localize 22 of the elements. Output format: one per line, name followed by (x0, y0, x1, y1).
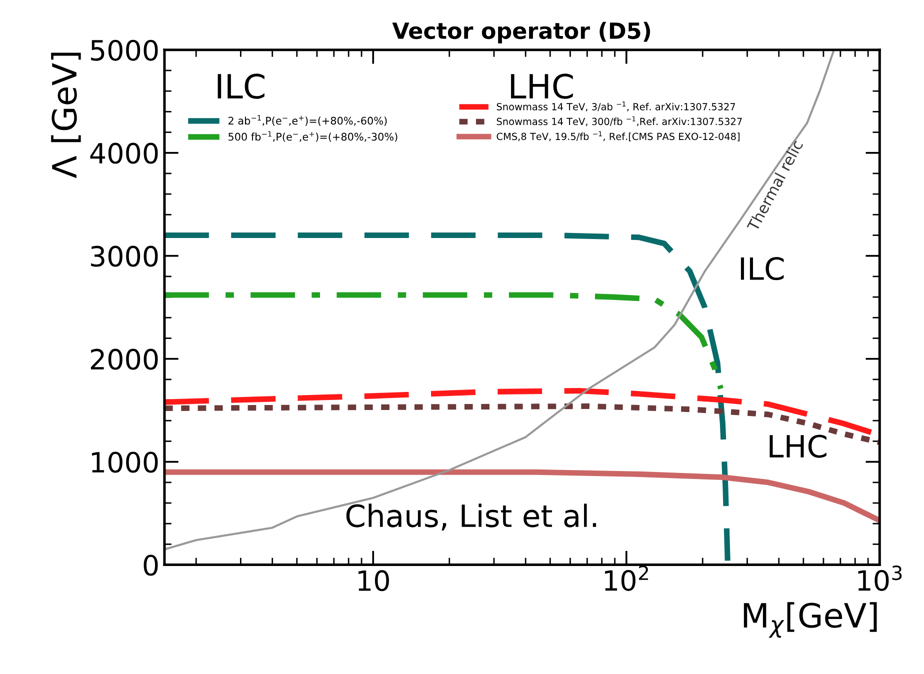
annotation: Chaus, List et al. (346, 504, 596, 530)
legend-label: Snowmass 14 TeV, 300/fb $^{−1}$,Ref. arXiv:1307.5327 (496, 116, 742, 126)
legend-label: 500 fb$^{−1}$,P(e$^{−}$,e$^{+}$)=(+80%,-30%) (228, 131, 398, 142)
y-tick-label: 4000 (90, 142, 158, 164)
x-axis-title: M$_{χ}$[GeV] (744, 602, 877, 638)
x-tick-label: 10 (358, 570, 389, 592)
annotation: LHC (511, 74, 573, 99)
y-tick-label: 3000 (91, 246, 158, 267)
x-tick-label: 10$^{3}$ (858, 566, 902, 591)
y-tick-label: 2000 (90, 348, 158, 370)
chart-title: Vector operator (D5) (392, 22, 650, 44)
legend-label: Snowmass 14 TeV, 3/ab $^{−1}$, Ref. arXiv:1307.5327 (496, 102, 736, 112)
annotation: ILC (740, 257, 784, 280)
annotation: ILC (218, 74, 264, 99)
y-tick-label: 0 (144, 554, 158, 576)
y-tick-label: 5000 (91, 40, 158, 61)
y-tick-label: 1000 (92, 452, 158, 473)
legend-label: CMS,8 TeV, 19.5/fb $^{−1}$, Ref.[CMS PAS EXO-12-048] (496, 131, 740, 142)
legend-label: 2 ab$^{−1}$,P(e$^{−}$,e$^{+}$)=(+80%,-60%) (228, 115, 387, 126)
y-axis-title: Λ [GeV] (51, 52, 81, 178)
annotation: LHC (770, 434, 826, 458)
x-tick-label: 10$^{2}$ (604, 566, 648, 591)
